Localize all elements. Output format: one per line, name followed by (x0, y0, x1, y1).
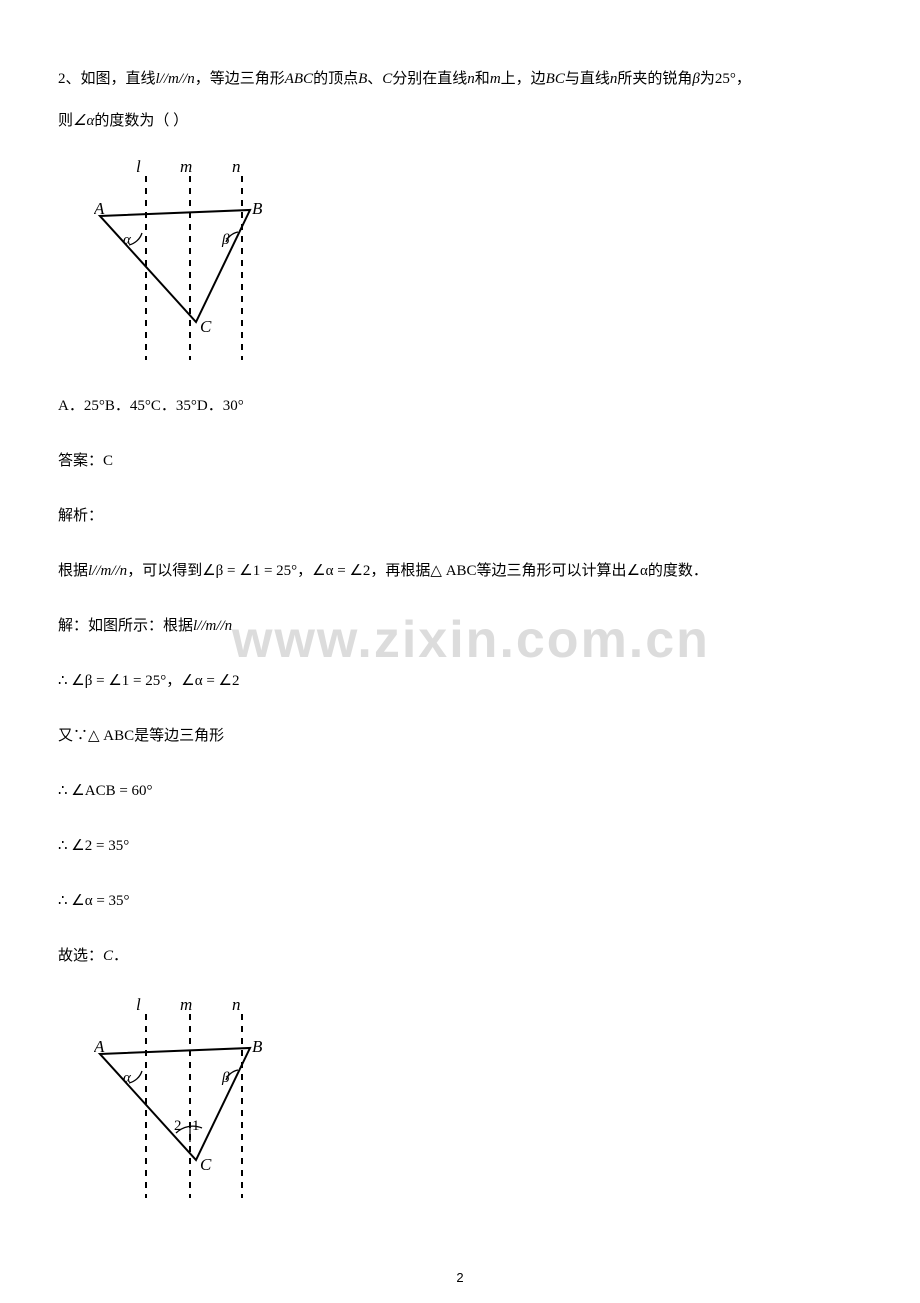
a8-m1: C (103, 948, 113, 964)
a4-p2: 是等边三角形 (134, 728, 224, 744)
svg-text:n: n (232, 998, 241, 1014)
analysis-line5: ∴ ∠ACB = 60° (58, 778, 862, 805)
q-l2-m1: ∠α (73, 113, 94, 129)
q-m7: BC (546, 71, 565, 87)
svg-text:C: C (200, 317, 212, 336)
analysis-line7: ∴ ∠α = 35° (58, 888, 862, 915)
q-m2: ABC (285, 71, 313, 87)
q-t1: 如图，直线 (81, 71, 156, 87)
a1-m4: △ ABC (430, 563, 476, 579)
a6-m1: ∴ ∠2 = 35° (58, 838, 129, 854)
q-m9: β (692, 71, 699, 87)
svg-text:β: β (221, 1070, 230, 1086)
a1-p2: ，可以得到 (127, 563, 202, 579)
q-t7: 上，边 (501, 71, 546, 87)
svg-text:m: m (180, 998, 192, 1014)
q-m4: C (382, 71, 392, 87)
a4-m1: △ ABC (88, 728, 134, 744)
analysis-line1: 根据l//m//n，可以得到∠β = ∠1 = 25°，∠α = ∠2，再根据△… (58, 558, 862, 585)
a1-m3: ∠α = ∠2 (312, 563, 370, 579)
svg-text:B: B (252, 199, 262, 218)
a1-m5: ∠α (627, 563, 648, 579)
content: 2、如图，直线l//m//n，等边三角形ABC的顶点B、C分别在直线n和m上，边… (58, 58, 862, 1207)
analysis-label: 解析： (58, 503, 862, 530)
answer-value: C (103, 453, 113, 469)
q-m3: B (358, 71, 367, 87)
a1-m1: l//m//n (88, 563, 127, 579)
svg-text:β: β (221, 232, 230, 248)
analysis-line2: 解：如图所示：根据l//m//n (58, 613, 862, 640)
a1-p4: ，再根据 (370, 563, 430, 579)
option-a: A．25° (58, 398, 105, 414)
analysis-line4: 又∵△ ABC是等边三角形 (58, 723, 862, 750)
svg-text:2: 2 (174, 1118, 182, 1134)
a3-m2: ∠α = ∠2 (181, 673, 239, 689)
a5-m1: ∴ ∠ACB = 60° (58, 783, 153, 799)
svg-text:A: A (94, 1037, 105, 1056)
svg-text:A: A (94, 199, 105, 218)
analysis-line3: ∴ ∠β = ∠1 = 25°，∠α = ∠2 (58, 668, 862, 695)
a1-p6: 的度数． (648, 563, 708, 579)
a1-p5: 等边三角形可以计算出 (477, 563, 627, 579)
a1-p3: ， (297, 563, 312, 579)
q-t8: 与直线 (565, 71, 610, 87)
options-row: A．25°B．45°C．35°D．30° (58, 393, 862, 420)
svg-text:α: α (123, 1070, 132, 1086)
q-t6: 和 (475, 71, 490, 87)
svg-text:n: n (232, 160, 241, 176)
q-t11: ， (736, 71, 751, 87)
q-l2-t1: 则 (58, 113, 73, 129)
q-m1: l//m//n (156, 71, 195, 87)
svg-text:α: α (123, 232, 132, 248)
svg-text:l: l (136, 160, 141, 176)
question-number: 2、 (58, 71, 81, 87)
svg-text:l: l (136, 998, 141, 1014)
option-b: B．45° (105, 398, 151, 414)
analysis-line8: 故选：C． (58, 943, 862, 970)
svg-text:C: C (200, 1155, 212, 1174)
q-m10: 25° (715, 71, 736, 87)
q-t5: 分别在直线 (392, 71, 467, 87)
a1-m2: ∠β = ∠1 = 25° (202, 563, 297, 579)
q-t3: 的顶点 (313, 71, 358, 87)
answer-line: 答案：C (58, 448, 862, 475)
a2-p1: 解：如图所示：根据 (58, 618, 193, 634)
option-d: D．30° (197, 398, 244, 414)
analysis-line6: ∴ ∠2 = 35° (58, 833, 862, 860)
q-m5: n (467, 71, 475, 87)
q-t10: 为 (700, 71, 715, 87)
a1-p1: 根据 (58, 563, 88, 579)
a8-p1: 故选： (58, 948, 103, 964)
a4-p1: 又∵ (58, 728, 88, 744)
a7-m1: ∴ ∠α = 35° (58, 893, 130, 909)
svg-text:B: B (252, 1037, 262, 1056)
q-t2: ，等边三角形 (195, 71, 285, 87)
q-l2-t2: 的度数为（ ） (94, 113, 188, 129)
diagram-1: l m n A B C α β (94, 160, 862, 369)
option-c: C．35° (151, 398, 197, 414)
a3-m1: ∴ ∠β = ∠1 = 25° (58, 673, 166, 689)
diagram-2: l m n A B C α β 2 1 (94, 998, 862, 1207)
answer-label: 答案： (58, 453, 103, 469)
q-t9: 所夹的锐角 (617, 71, 692, 87)
a2-m1: l//m//n (193, 618, 232, 634)
q-m6: m (490, 71, 501, 87)
q-t4: 、 (367, 71, 382, 87)
a3-p1: ， (166, 673, 181, 689)
question-text: 2、如图，直线l//m//n，等边三角形ABC的顶点B、C分别在直线n和m上，边… (58, 58, 862, 142)
a8-p2: ． (113, 948, 128, 964)
svg-text:m: m (180, 160, 192, 176)
page-number: 2 (0, 1270, 920, 1285)
svg-text:1: 1 (192, 1118, 200, 1134)
